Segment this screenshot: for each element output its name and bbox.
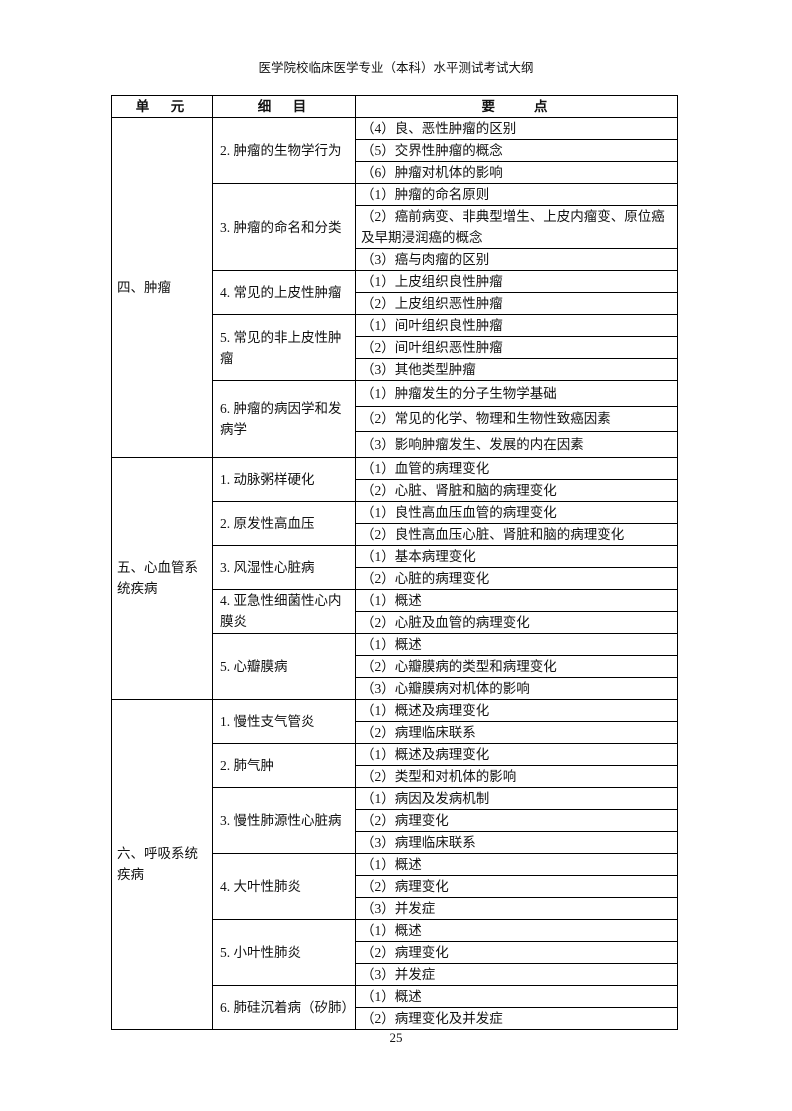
- point-cell: （3）病理临床联系: [355, 830, 678, 854]
- column-header-unit: 单 元: [111, 95, 213, 118]
- point-cell: （1）概述: [355, 852, 678, 876]
- unit-cell: 六、呼吸系统疾病: [111, 698, 213, 1030]
- point-cell: （1）血管的病理变化: [355, 456, 678, 480]
- item-cell: 5. 小叶性肺炎: [212, 918, 356, 986]
- table-row: 六、呼吸系统疾病 1. 慢性支气管炎 （1）概述及病理变化: [111, 698, 678, 1030]
- point-cell: （2）上皮组织恶性肿瘤: [355, 292, 678, 315]
- item-cell: 5. 心瓣膜病: [212, 632, 356, 700]
- item-cell: 6. 肿瘤的病因学和发病学: [212, 380, 356, 458]
- item-cell: 2. 肺气肿: [212, 742, 356, 788]
- point-cell: （2）心脏、肾脏和脑的病理变化: [355, 478, 678, 502]
- point-cell: （1）概述: [355, 918, 678, 942]
- point-cell: （2）常见的化学、物理和生物性致癌因素: [355, 405, 678, 432]
- table-row: 4. 大叶性肺炎 （1）概述: [112, 852, 678, 920]
- point-cell: （1）基本病理变化: [355, 544, 678, 568]
- point-cell: （2）心脏的病理变化: [355, 566, 678, 590]
- item-cell: 1. 慢性支气管炎: [212, 698, 356, 744]
- point-cell: （2）良性高血压心脏、肾脏和脑的病理变化: [355, 522, 678, 546]
- point-cell: （2）间叶组织恶性肿瘤: [355, 336, 678, 359]
- table-row: 5. 心瓣膜病 （1）概述: [112, 632, 678, 700]
- table-row: （2）癌前病变、非典型增生、上皮内瘤变、原位癌及早期浸润癌的概念: [112, 205, 678, 249]
- point-cell: （5）交界性肿瘤的概念: [355, 139, 678, 162]
- page-number: 25: [389, 1030, 403, 1045]
- item-cell: 4. 常见的上皮性肿瘤: [212, 270, 356, 315]
- table-row: 3. 肿瘤的命名和分类 （1）肿瘤的命名原则: [112, 183, 678, 271]
- table-row: （2）间叶组织恶性肿瘤: [112, 336, 678, 359]
- point-cell: （3）并发症: [355, 962, 678, 986]
- table-row: 4. 亚急性细菌性心内膜炎 （1）概述: [112, 588, 678, 634]
- table-row: 2. 肺气肿 （1）概述及病理变化: [112, 742, 678, 788]
- table-row: （2）病理变化: [112, 940, 678, 964]
- table-row: 五、心血管系统疾病 1. 动脉粥样硬化 （1）血管的病理变化: [111, 456, 678, 700]
- running-header: 医学院校临床医学专业（本科）水平测试考试大纲: [258, 61, 534, 75]
- point-cell: （2）病理变化: [355, 808, 678, 832]
- item-cell: 1. 动脉粥样硬化: [212, 456, 356, 502]
- point-cell: （2）癌前病变、非典型增生、上皮内瘤变、原位癌及早期浸润癌的概念: [355, 205, 678, 249]
- item-cell: 4. 亚急性细菌性心内膜炎: [212, 588, 356, 634]
- table-row: （2）心瓣膜病的类型和病理变化: [112, 654, 678, 678]
- point-cell: （2）心脏及血管的病理变化: [355, 610, 678, 634]
- item-cell: 2. 肿瘤的生物学行为: [212, 117, 356, 184]
- point-cell: （1）良性高血压血管的病理变化: [355, 500, 678, 524]
- column-header-item: 细 目: [212, 95, 356, 118]
- item-cell: 6. 肺硅沉着病（矽肺）: [212, 984, 356, 1030]
- table-row: （3）心瓣膜病对机体的影响: [112, 676, 678, 700]
- item-cell: 3. 风湿性心脏病: [212, 544, 356, 590]
- table-row: 3. 风湿性心脏病 （1）基本病理变化: [112, 544, 678, 590]
- point-cell: （1）概述: [355, 984, 678, 1008]
- point-cell: （6）肿瘤对机体的影响: [355, 161, 678, 184]
- point-cell: （1）间叶组织良性肿瘤: [355, 314, 678, 337]
- table-row: （2）良性高血压心脏、肾脏和脑的病理变化: [112, 522, 678, 546]
- column-header-points: 要 点: [355, 95, 678, 118]
- table-row: （2）病理变化及并发症: [112, 1006, 678, 1030]
- point-cell: （1）病因及发病机制: [355, 786, 678, 810]
- table-header-row: 单 元 细 目 要 点: [111, 95, 678, 118]
- point-cell: （1）上皮组织良性肿瘤: [355, 270, 678, 293]
- point-cell: （2）病理临床联系: [355, 720, 678, 744]
- table-row: （2）病理变化: [112, 874, 678, 898]
- point-cell: （1）概述及病理变化: [355, 698, 678, 722]
- point-cell: （1）肿瘤的命名原则: [355, 183, 678, 206]
- point-cell: （3）影响肿瘤发生、发展的内在因素: [355, 431, 678, 458]
- table-row: 3. 慢性肺源性心脏病 （1）病因及发病机制: [112, 786, 678, 854]
- point-cell: （1）概述: [355, 588, 678, 612]
- table-row: （2）上皮组织恶性肿瘤: [112, 292, 678, 315]
- point-cell: （1）概述: [355, 632, 678, 656]
- point-cell: （2）类型和对机体的影响: [355, 764, 678, 788]
- point-cell: （3）心瓣膜病对机体的影响: [355, 676, 678, 700]
- point-cell: （2）心瓣膜病的类型和病理变化: [355, 654, 678, 678]
- item-cell: 2. 原发性高血压: [212, 500, 356, 546]
- point-cell: （2）病理变化: [355, 940, 678, 964]
- point-cell: （3）并发症: [355, 896, 678, 920]
- point-cell: （3）其他类型肿瘤: [355, 358, 678, 381]
- syllabus-table: 单 元 细 目 要 点 四、肿瘤 2. 肿瘤的生物学行为 （4）良、恶性肿瘤的区别（…: [111, 95, 678, 1030]
- item-cell: 5. 常见的非上皮性肿瘤: [212, 314, 356, 381]
- item-cell: 4. 大叶性肺炎: [212, 852, 356, 920]
- item-cell: 3. 肿瘤的命名和分类: [212, 183, 356, 271]
- point-cell: （1）概述及病理变化: [355, 742, 678, 766]
- point-cell: （4）良、恶性肿瘤的区别: [355, 117, 678, 140]
- table-row: 2. 原发性高血压 （1）良性高血压血管的病理变化: [112, 500, 678, 546]
- table-row: （2）心脏、肾脏和脑的病理变化: [112, 478, 678, 502]
- point-cell: （2）病理变化: [355, 874, 678, 898]
- point-cell: （1）肿瘤发生的分子生物学基础: [355, 380, 678, 407]
- table-row: （3）病理临床联系: [112, 830, 678, 854]
- unit-cell: 四、肿瘤: [111, 117, 213, 458]
- table-row: （3）其他类型肿瘤: [112, 358, 678, 381]
- item-cell: 3. 慢性肺源性心脏病: [212, 786, 356, 854]
- point-cell: （2）病理变化及并发症: [355, 1006, 678, 1030]
- unit-cell: 五、心血管系统疾病: [111, 456, 213, 700]
- point-cell: （3）癌与肉瘤的区别: [355, 248, 678, 271]
- table-row: 四、肿瘤 2. 肿瘤的生物学行为 （4）良、恶性肿瘤的区别: [111, 117, 678, 458]
